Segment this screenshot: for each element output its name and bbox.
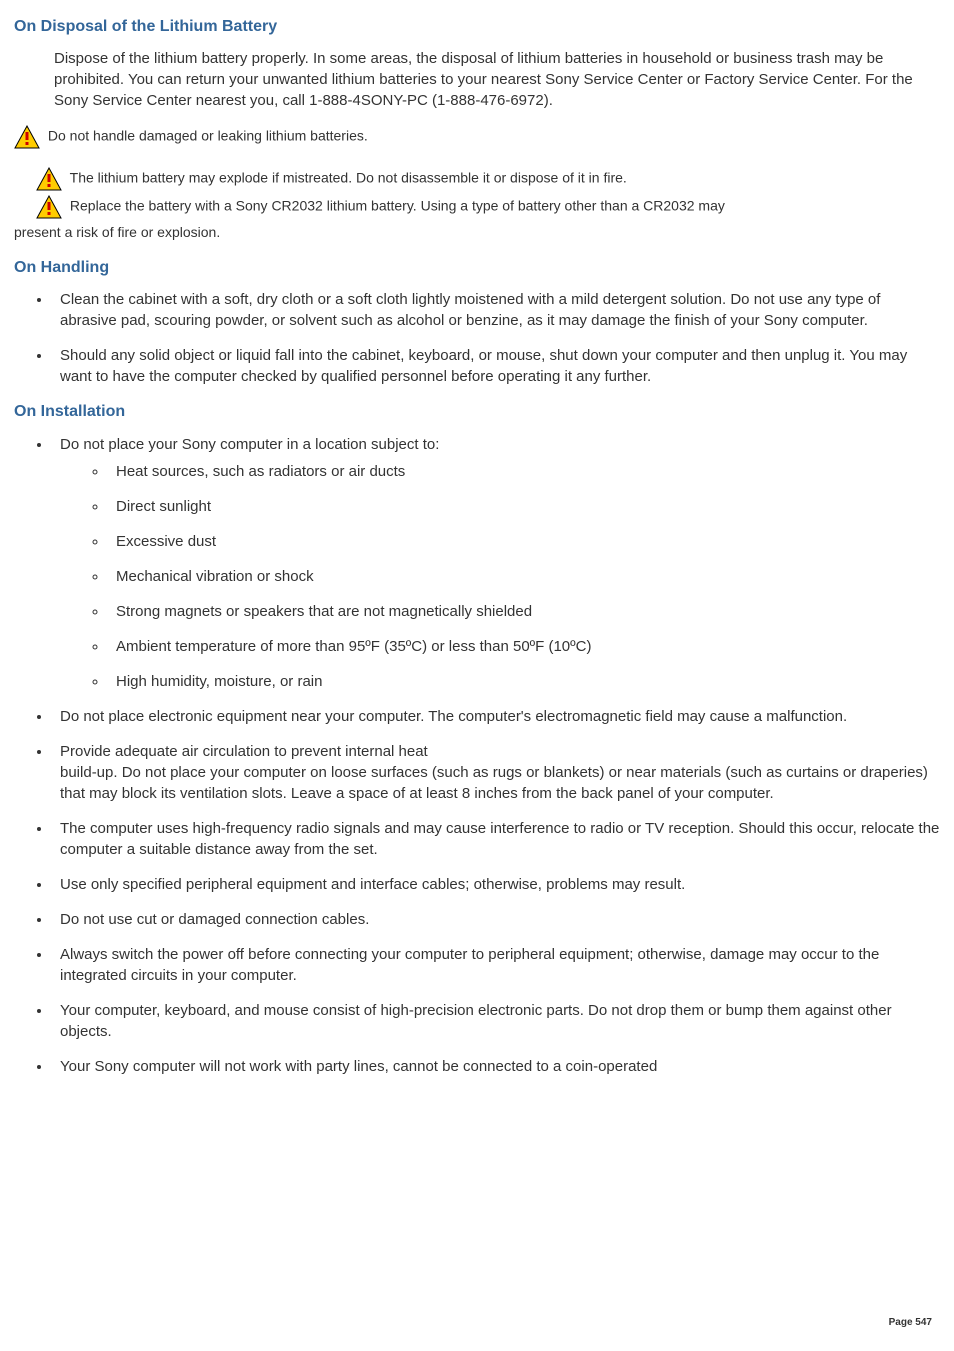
list-item: Provide adequate air circulation to prev…	[52, 741, 940, 804]
page-number: Page 547	[889, 1316, 932, 1330]
warning-replace-cont: present a risk of fire or explosion.	[14, 223, 940, 243]
warning-explode: The lithium battery may explode if mistr…	[36, 167, 940, 191]
heading-installation: On Installation	[14, 401, 940, 423]
warning-icon	[36, 167, 62, 191]
warning-icon	[14, 125, 40, 149]
list-item: Should any solid object or liquid fall i…	[52, 345, 940, 387]
warning-text: Replace the battery with a Sony CR2032 l…	[70, 198, 725, 214]
list-item: Use only specified peripheral equipment …	[52, 874, 940, 895]
list-item: Do not place electronic equipment near y…	[52, 706, 940, 727]
sub-list-item: Heat sources, such as radiators or air d…	[108, 461, 940, 482]
warning-replace: Replace the battery with a Sony CR2032 l…	[36, 195, 940, 219]
list-item: Do not place your Sony computer in a loc…	[52, 434, 940, 692]
warning-icon	[36, 195, 62, 219]
sub-list-item: Direct sunlight	[108, 496, 940, 517]
sub-list-item: Mechanical vibration or shock	[108, 566, 940, 587]
sub-list-item: Strong magnets or speakers that are not …	[108, 601, 940, 622]
heading-disposal: On Disposal of the Lithium Battery	[14, 16, 940, 38]
warning-text: The lithium battery may explode if mistr…	[70, 170, 627, 186]
sub-list-item: High humidity, moisture, or rain	[108, 671, 940, 692]
heading-handling: On Handling	[14, 257, 940, 279]
list-item: Your Sony computer will not work with pa…	[52, 1056, 940, 1077]
list-item: Clean the cabinet with a soft, dry cloth…	[52, 289, 940, 331]
list-item: Do not use cut or damaged connection cab…	[52, 909, 940, 930]
disposal-paragraph: Dispose of the lithium battery properly.…	[54, 48, 940, 111]
list-item-text: Do not place your Sony computer in a loc…	[60, 436, 439, 453]
sub-list-item: Excessive dust	[108, 531, 940, 552]
sub-list-item: Ambient temperature of more than 95ºF (3…	[108, 636, 940, 657]
list-item: Always switch the power off before conne…	[52, 944, 940, 986]
warning-handle: Do not handle damaged or leaking lithium…	[14, 125, 940, 149]
warning-text: Do not handle damaged or leaking lithium…	[48, 128, 368, 144]
list-item: The computer uses high-frequency radio s…	[52, 818, 940, 860]
list-item: Your computer, keyboard, and mouse consi…	[52, 1000, 940, 1042]
